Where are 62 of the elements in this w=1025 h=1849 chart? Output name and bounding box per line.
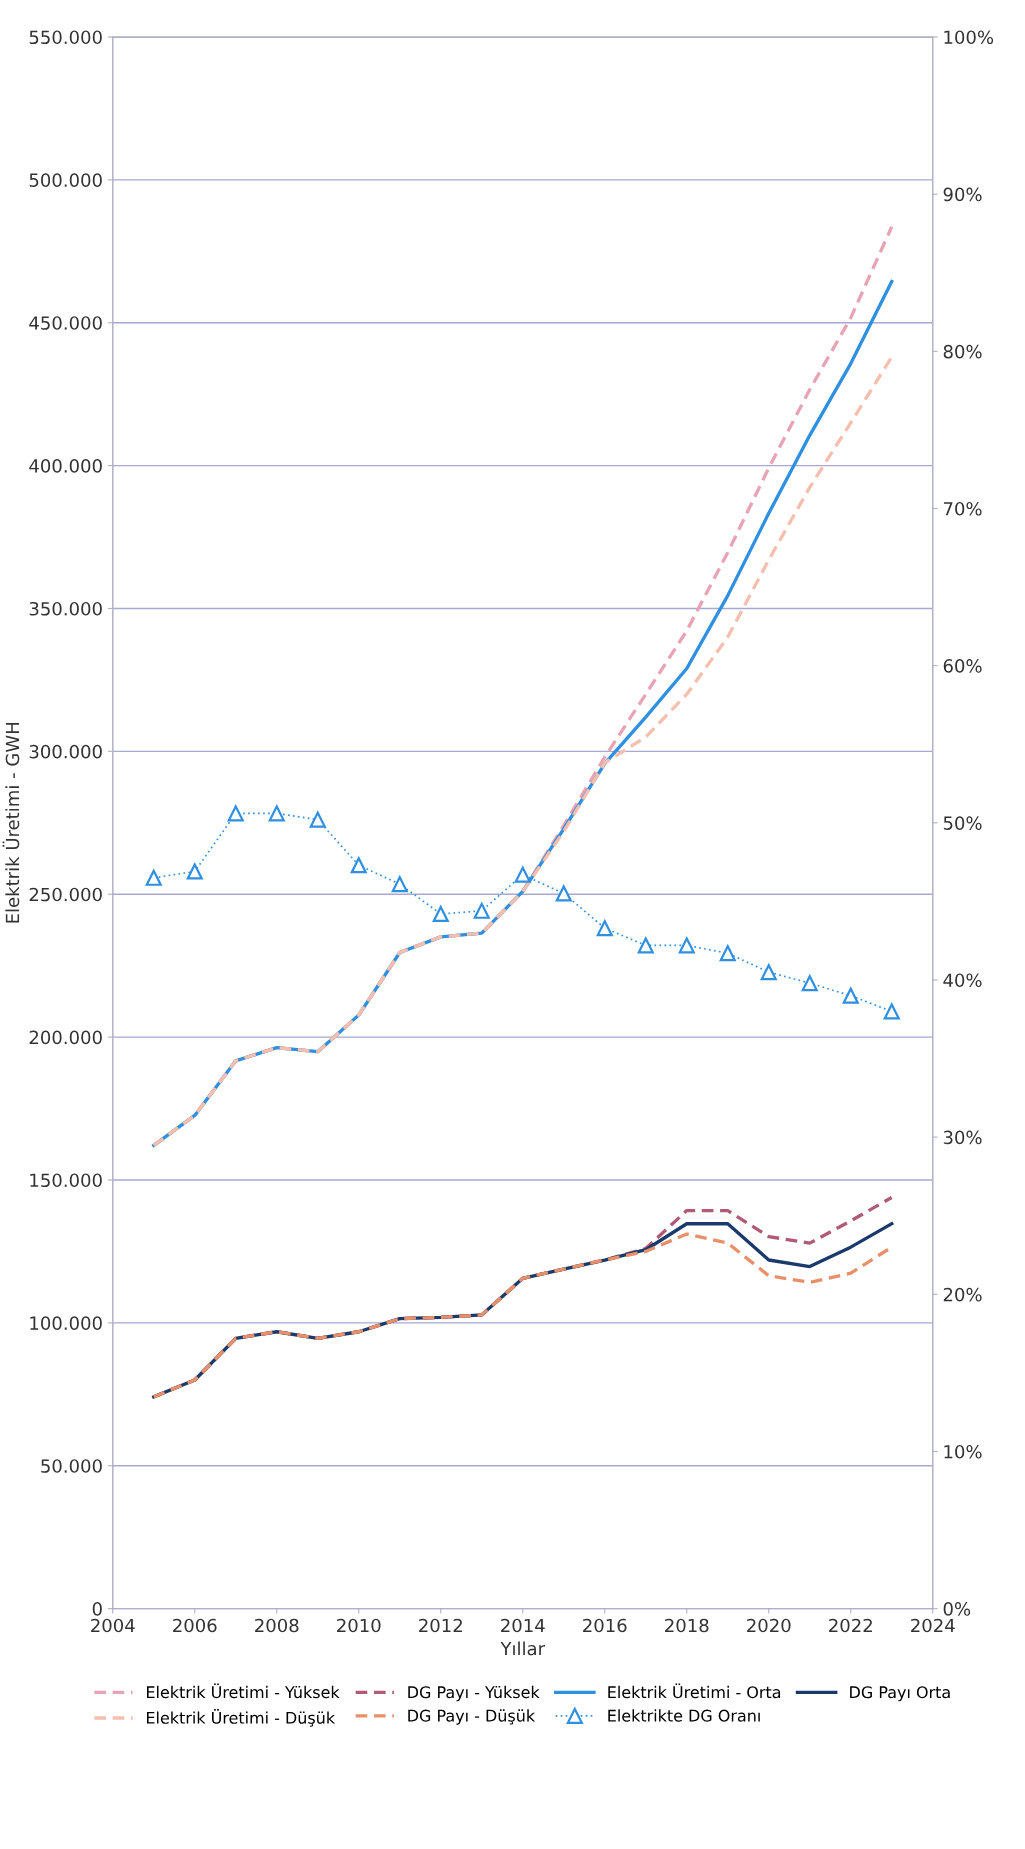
legend-label: DG Payı - Yüksek [408, 1685, 540, 1702]
y2-tick-label: 10% [944, 1444, 982, 1459]
legend-label: Elektrik Üretimi - Yüksek [147, 1683, 340, 1699]
x-tick-label: 2006 [173, 1618, 217, 1633]
y-tick-label: 450.000 [29, 316, 102, 330]
legend-label: DG Payı Orta [850, 1686, 950, 1702]
x-tick-label: 2004 [91, 1618, 135, 1633]
x-tick-label: 2014 [501, 1618, 545, 1633]
point [473, 902, 490, 919]
point [350, 857, 367, 874]
point [637, 937, 654, 954]
y-tick-label: 0 [92, 1602, 102, 1616]
y-tick-label: 400.000 [29, 459, 102, 473]
point [555, 885, 572, 902]
point [391, 876, 408, 893]
point [514, 866, 531, 883]
point [883, 1003, 900, 1020]
y-tick-label: 300.000 [29, 744, 102, 759]
y-tick-label: 50.000 [41, 1459, 102, 1473]
legend-label: Elektrik Üretimi - Orta [608, 1683, 781, 1699]
y2-tick-label: 20% [943, 1287, 982, 1302]
legend-label: Elektrik Üretimi - Düşük [147, 1709, 336, 1727]
y2-tick-label: 40% [943, 973, 982, 988]
y-tick-label: 350.000 [29, 601, 102, 616]
x-tick-label: 2024 [911, 1618, 955, 1633]
y2-tick-label: 100% [944, 30, 994, 45]
y-tick-label: 150.000 [30, 1173, 102, 1188]
y2-tick-label: 70% [943, 501, 982, 516]
x-tick-label: 2018 [665, 1618, 709, 1633]
point [760, 964, 777, 981]
x-axis-title: Yıllar [500, 1641, 546, 1656]
point [432, 905, 449, 923]
y2-tick-label: 50% [943, 816, 982, 830]
point [145, 869, 162, 886]
x-tick-label: 2010 [337, 1618, 381, 1633]
legend-label: Elektrikte DG Oranı [608, 1709, 760, 1722]
point [186, 863, 203, 880]
y2-tick-label: 30% [943, 1130, 982, 1145]
point [596, 920, 613, 937]
x-tick-label: 2022 [829, 1618, 872, 1633]
point [678, 937, 695, 954]
point [227, 805, 244, 822]
y2-tick-label: 90% [943, 187, 982, 202]
x-tick-label: 2020 [747, 1618, 791, 1633]
y-axis-title: Elektrik Üretimi - GWH [2, 722, 20, 923]
point [801, 975, 818, 992]
x-tick-label: 2012 [419, 1618, 462, 1633]
point [309, 811, 326, 828]
point [842, 987, 859, 1004]
point [719, 945, 736, 962]
y-tick-label: 100.000 [30, 1316, 102, 1330]
y-tick-label: 250.000 [29, 887, 102, 902]
legend-label: DG Payı - Düşük [408, 1709, 536, 1725]
y-tick-label: 500.000 [29, 173, 102, 187]
y-tick-label: 200.000 [29, 1030, 102, 1045]
x-tick-label: 2016 [583, 1618, 627, 1633]
y2-tick-label: 60% [943, 659, 982, 673]
y2-tick-label: 80% [943, 344, 982, 359]
point [268, 805, 285, 822]
y2-tick-label: 0% [943, 1602, 971, 1616]
x-tick-label: 2008 [255, 1618, 299, 1633]
y-tick-label: 550.000 [29, 30, 102, 45]
